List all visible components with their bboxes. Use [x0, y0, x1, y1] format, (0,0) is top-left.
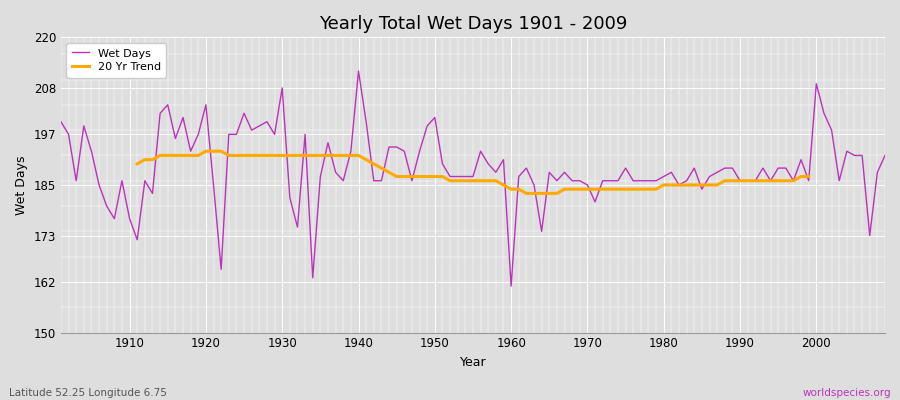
20 Yr Trend: [399, 174, 410, 179]
20 Yr Trend: [277, 153, 288, 158]
Wet Days: [506, 284, 517, 288]
Wet Days: [353, 69, 364, 74]
Y-axis label: Wet Days: Wet Days: [15, 155, 28, 215]
Wet Days: [513, 174, 524, 179]
Wet Days: [117, 178, 128, 183]
20 Yr Trend: [131, 162, 142, 166]
Wet Days: [521, 166, 532, 170]
Line: 20 Yr Trend: 20 Yr Trend: [137, 151, 809, 193]
20 Yr Trend: [208, 149, 219, 154]
20 Yr Trend: [223, 153, 234, 158]
20 Yr Trend: [804, 174, 814, 179]
X-axis label: Year: Year: [460, 356, 486, 369]
Line: Wet Days: Wet Days: [61, 71, 885, 286]
Wet Days: [330, 170, 341, 175]
Legend: Wet Days, 20 Yr Trend: Wet Days, 20 Yr Trend: [67, 43, 166, 78]
Title: Yearly Total Wet Days 1901 - 2009: Yearly Total Wet Days 1901 - 2009: [319, 15, 627, 33]
Wet Days: [613, 178, 624, 183]
20 Yr Trend: [201, 149, 212, 154]
20 Yr Trend: [521, 191, 532, 196]
Wet Days: [879, 153, 890, 158]
Wet Days: [284, 195, 295, 200]
20 Yr Trend: [742, 178, 753, 183]
Text: Latitude 52.25 Longitude 6.75: Latitude 52.25 Longitude 6.75: [9, 388, 166, 398]
Wet Days: [56, 119, 67, 124]
20 Yr Trend: [482, 178, 493, 183]
Text: worldspecies.org: worldspecies.org: [803, 388, 891, 398]
